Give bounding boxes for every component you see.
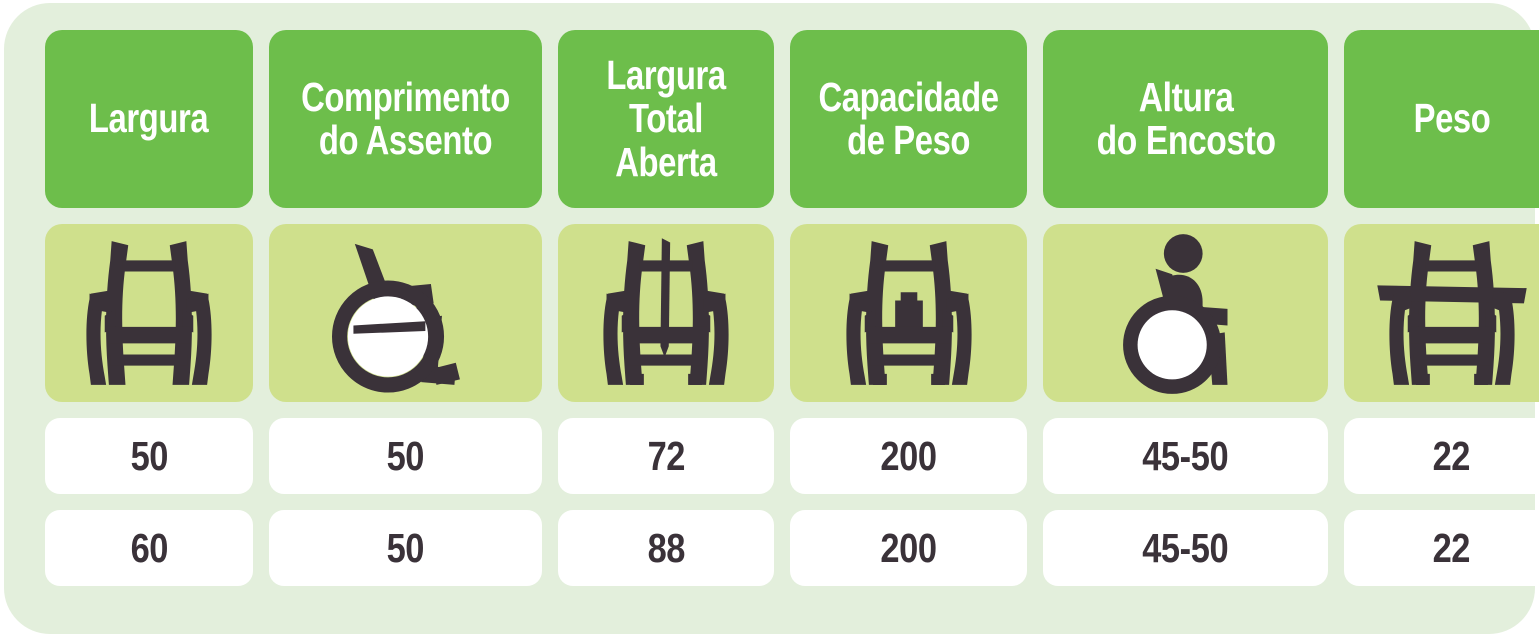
wheelchair-front-load-icon (845, 241, 972, 385)
value-cell: 200 (790, 418, 1028, 494)
wheelchair-front-open-icon (603, 238, 729, 385)
icon-cell-altura-do-encosto (1043, 224, 1329, 402)
icon-cell-largura (45, 224, 253, 402)
spec-column-largura-total-aberta: Largura Total Aberta (558, 30, 774, 586)
column-header-capacidade-de-peso: Capacidade de Peso (790, 30, 1028, 208)
column-header-label: Largura (89, 95, 209, 142)
specification-table-panel: Largura (4, 3, 1539, 634)
icon-cell-peso (1344, 224, 1539, 402)
value-text: 88 (647, 524, 685, 571)
value-cell: 60 (45, 510, 253, 586)
column-header-label: Comprimento do Assento (301, 73, 510, 163)
spec-column-capacidade-de-peso: Capacidade de Peso (790, 30, 1028, 586)
column-header-label: Largura Total Aberta (606, 52, 726, 185)
value-text: 72 (647, 432, 685, 479)
value-cell: 22 (1344, 510, 1539, 586)
specification-grid: Largura (45, 30, 1539, 586)
icon-cell-largura-total-aberta (558, 224, 774, 402)
value-text: 22 (1432, 524, 1471, 571)
value-text: 200 (880, 524, 937, 571)
value-cell: 45-50 (1043, 418, 1329, 494)
value-text: 60 (130, 524, 168, 571)
wheelchair-side-icon (331, 243, 460, 393)
column-header-comprimento-do-assento: Comprimento do Assento (269, 30, 542, 208)
value-text: 50 (130, 432, 168, 479)
value-cell: 50 (269, 418, 542, 494)
value-text: 45-50 (1142, 432, 1229, 479)
column-header-peso: Peso (1344, 30, 1539, 208)
spec-column-largura: Largura (45, 30, 253, 586)
spec-column-altura-do-encosto: Altura do Encosto 45 (1043, 30, 1329, 586)
column-header-label: Altura do Encosto (1096, 73, 1276, 163)
value-cell: 45-50 (1043, 510, 1329, 586)
value-text: 45-50 (1142, 524, 1229, 571)
wheelchair-user-side-icon (1122, 234, 1228, 394)
icon-cell-comprimento-do-assento (269, 224, 542, 402)
spec-column-peso: Peso (1344, 30, 1539, 586)
value-cell: 200 (790, 510, 1028, 586)
icon-cell-capacidade-de-peso (790, 224, 1028, 402)
column-header-label: Peso (1413, 95, 1491, 142)
wheelchair-front-icon (86, 241, 212, 385)
value-text: 50 (386, 524, 425, 571)
spec-column-comprimento-do-assento: Comprimento do Assento (269, 30, 542, 586)
value-cell: 22 (1344, 418, 1539, 494)
value-cell: 50 (45, 418, 253, 494)
value-cell: 50 (269, 510, 542, 586)
wheelchair-front-bar-icon (1376, 241, 1527, 385)
column-header-label: Capacidade de Peso (818, 73, 1000, 163)
column-header-altura-do-encosto: Altura do Encosto (1043, 30, 1329, 208)
value-text: 22 (1432, 432, 1471, 479)
value-cell: 72 (558, 418, 774, 494)
value-text: 200 (880, 432, 937, 479)
column-header-largura-total-aberta: Largura Total Aberta (558, 30, 774, 208)
value-cell: 88 (558, 510, 774, 586)
value-text: 50 (386, 432, 425, 479)
column-header-largura: Largura (45, 30, 253, 208)
